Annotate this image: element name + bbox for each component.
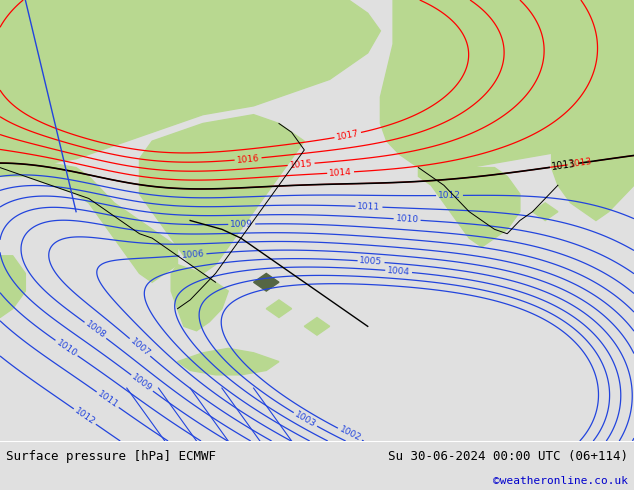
Polygon shape — [0, 0, 380, 168]
Text: 1009: 1009 — [230, 220, 254, 229]
Polygon shape — [139, 115, 304, 273]
Text: 1013: 1013 — [551, 159, 577, 172]
Polygon shape — [254, 273, 279, 291]
Text: 1016: 1016 — [236, 153, 260, 165]
Polygon shape — [0, 163, 178, 282]
Text: 1010: 1010 — [55, 338, 79, 358]
Text: 1014: 1014 — [329, 168, 353, 178]
Text: 1002: 1002 — [338, 425, 362, 443]
Text: 1009: 1009 — [130, 372, 154, 393]
Polygon shape — [178, 348, 279, 375]
Polygon shape — [552, 0, 634, 220]
Polygon shape — [533, 115, 552, 128]
Text: 1004: 1004 — [387, 266, 410, 277]
Text: 1003: 1003 — [293, 410, 318, 429]
Text: Surface pressure [hPa] ECMWF: Surface pressure [hPa] ECMWF — [6, 450, 216, 463]
Polygon shape — [380, 0, 634, 172]
Text: 1013: 1013 — [569, 157, 593, 169]
Polygon shape — [266, 300, 292, 318]
Text: 1012: 1012 — [438, 191, 461, 200]
Text: ©weatheronline.co.uk: ©weatheronline.co.uk — [493, 476, 628, 486]
Polygon shape — [171, 265, 228, 331]
Text: 1008: 1008 — [84, 320, 107, 341]
Text: Su 30-06-2024 00:00 UTC (06+114): Su 30-06-2024 00:00 UTC (06+114) — [387, 450, 628, 463]
Text: 1010: 1010 — [396, 214, 419, 225]
Text: 1007: 1007 — [128, 337, 152, 358]
Text: 1011: 1011 — [96, 390, 120, 410]
Text: 1017: 1017 — [335, 128, 360, 142]
Text: 1006: 1006 — [181, 249, 205, 260]
Text: 1012: 1012 — [73, 406, 97, 427]
Text: 1015: 1015 — [289, 159, 313, 170]
Text: 1011: 1011 — [358, 202, 380, 212]
Polygon shape — [304, 318, 330, 335]
Polygon shape — [418, 168, 520, 247]
Text: 1005: 1005 — [359, 256, 383, 267]
Polygon shape — [533, 203, 558, 220]
Polygon shape — [0, 256, 25, 318]
